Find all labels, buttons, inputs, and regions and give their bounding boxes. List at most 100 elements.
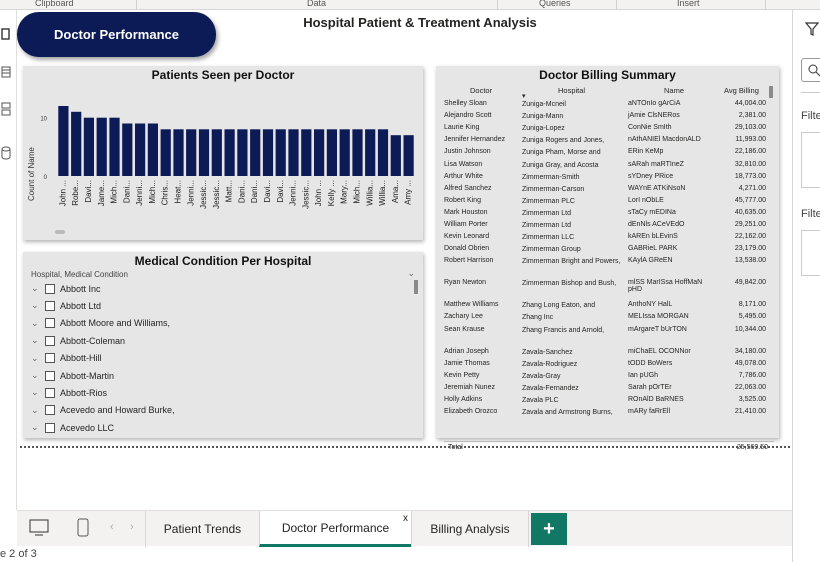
chart-bar[interactable] <box>109 117 120 176</box>
chevron-down-icon[interactable]: ⌄ <box>31 404 39 415</box>
slicer-item[interactable]: ⌄ Abbott-Hill <box>31 350 102 367</box>
slicer-checkbox[interactable] <box>45 405 55 416</box>
scroll-tabs-left-icon[interactable]: ‹ <box>110 521 114 533</box>
slicer-checkbox[interactable] <box>45 335 55 346</box>
model-view-icon[interactable] <box>1 102 13 116</box>
slicer-item[interactable]: ⌄ Acevedo and Howard Burke, <box>31 402 175 419</box>
chart-bar[interactable] <box>250 129 261 176</box>
doctor-cell: Donald Obrien <box>444 245 490 253</box>
name-cell: GABRieL PARK <box>628 245 678 253</box>
x-tick-label: Jenni... <box>186 180 195 206</box>
chevron-down-icon[interactable]: ⌄ <box>31 370 39 380</box>
chevron-down-icon[interactable]: ⌄ <box>31 352 39 363</box>
hospital-cell: Zimmerman Group <box>522 246 581 254</box>
column-header-avg-billing[interactable]: Avg Billing <box>724 86 759 95</box>
chevron-down-icon[interactable]: ⌄ <box>407 268 415 278</box>
chart-bar[interactable] <box>224 129 235 176</box>
chart-bar[interactable] <box>275 129 286 176</box>
column-header-name[interactable]: Name <box>664 86 685 95</box>
slicer-checkbox[interactable] <box>45 300 55 311</box>
add-page-button[interactable]: + <box>531 513 567 545</box>
chart-bar[interactable] <box>147 123 158 177</box>
chart-bar[interactable] <box>326 129 337 176</box>
slicer-item[interactable]: ⌄ Abbott Moore and Williams, <box>31 315 170 332</box>
chart-bar[interactable] <box>288 129 299 176</box>
filter-well[interactable] <box>801 132 820 188</box>
sort-descending-icon[interactable]: ▾ <box>522 93 526 100</box>
close-tab-icon[interactable]: x <box>403 513 408 524</box>
slicer-item[interactable]: ⌄ Abbott-Rios <box>31 384 107 401</box>
chevron-down-icon[interactable]: ⌄ <box>31 422 39 433</box>
slicer-scrollbar[interactable] <box>414 280 418 294</box>
chart-bar[interactable] <box>198 129 210 176</box>
doctor-cell: Holly Adkins <box>444 395 483 403</box>
report-view-icon[interactable] <box>1 28 13 40</box>
slicer-checkbox[interactable] <box>45 353 55 364</box>
slicer-checkbox[interactable] <box>45 283 55 294</box>
chart-bar[interactable] <box>339 129 350 176</box>
patients-per-doctor-chart[interactable]: Patients Seen per Doctor Count of Name 0… <box>23 66 423 240</box>
slicer-item[interactable]: ⌄ Acevedo LLC <box>31 419 114 436</box>
chevron-down-icon[interactable]: ⌄ <box>31 317 39 328</box>
avg-billing-cell: 23,179.00 <box>734 245 766 253</box>
chart-scrollbar[interactable] <box>55 230 65 234</box>
chevron-down-icon[interactable]: ⌄ <box>31 387 39 398</box>
chart-bar[interactable] <box>122 123 133 177</box>
chart-bar[interactable] <box>377 129 389 176</box>
filter-well[interactable] <box>801 230 820 276</box>
chart-bar[interactable] <box>71 111 82 176</box>
slicer-item[interactable]: ⌄ Abbott Ltd <box>31 297 101 314</box>
hospital-cell: Zhang Inc <box>522 314 554 322</box>
name-cell: AnthoNY HalL <box>628 301 673 309</box>
slicer-item[interactable]: ⌄ Abbott Inc <box>31 280 101 297</box>
avg-billing-cell: 32,810.00 <box>734 160 766 168</box>
table-scrollbar[interactable] <box>769 86 773 98</box>
chart-bar[interactable] <box>186 129 197 176</box>
tab-billing-analysis[interactable]: Billing Analysis <box>411 511 529 547</box>
chart-bar[interactable] <box>135 123 146 177</box>
column-header-doctor[interactable]: Doctor <box>470 86 493 95</box>
chart-bar[interactable] <box>96 117 107 176</box>
chart-bar[interactable] <box>352 129 363 176</box>
chevron-down-icon[interactable]: ⌄ <box>31 300 39 311</box>
chart-bar[interactable] <box>390 135 401 176</box>
scroll-tabs-right-icon[interactable]: › <box>130 521 134 533</box>
chevron-down-icon[interactable]: ⌄ <box>31 335 39 346</box>
slicer-checkbox[interactable] <box>45 422 55 433</box>
mobile-layout-icon[interactable] <box>77 518 89 543</box>
chart-bar[interactable] <box>58 106 69 176</box>
chart-bar[interactable] <box>83 117 94 176</box>
column-header-hospital[interactable]: Hospital <box>558 86 586 95</box>
doctor-performance-nav-button[interactable]: Doctor Performance <box>17 12 216 57</box>
chart-bar[interactable] <box>237 129 248 176</box>
search-box[interactable] <box>801 58 820 82</box>
chart-bar[interactable] <box>211 129 222 176</box>
slicer-item-label: Acevedo LLC <box>60 422 115 433</box>
avg-billing-cell: 2,381.00 <box>738 112 766 120</box>
chart-bar[interactable] <box>314 129 325 176</box>
tab-patient-trends[interactable]: Patient Trends <box>145 511 259 547</box>
x-tick-label: Heat... <box>174 180 183 204</box>
chart-bar[interactable] <box>262 129 274 176</box>
chart-bar[interactable] <box>403 135 414 176</box>
slicer-checkbox[interactable] <box>45 318 55 329</box>
dax-query-view-icon[interactable] <box>1 146 13 160</box>
doctor-cell: Jeremiah Nunez <box>444 383 495 391</box>
table-view-icon[interactable] <box>1 66 13 78</box>
tab-doctor-performance[interactable]: Doctor Performance x <box>259 511 411 547</box>
ribbon-separator <box>765 0 766 10</box>
filter-icon[interactable] <box>804 22 820 41</box>
slicer-item[interactable]: ⌄ Abbott-Coleman <box>31 332 125 349</box>
chart-bar[interactable] <box>365 129 376 176</box>
x-tick-label: Davi... <box>263 180 272 203</box>
chart-bar[interactable] <box>160 129 171 176</box>
slicer-item[interactable]: ⌄ Abbott-Martin <box>31 367 114 384</box>
desktop-layout-icon[interactable] <box>29 519 49 542</box>
x-tick-label: Jame... <box>97 180 106 206</box>
chart-bar[interactable] <box>301 129 312 176</box>
chevron-down-icon[interactable]: ⌄ <box>31 283 39 293</box>
chart-bar[interactable] <box>173 129 184 176</box>
slicer-checkbox[interactable] <box>45 370 55 381</box>
slicer-checkbox[interactable] <box>45 387 55 398</box>
name-cell: mARy faRrEll <box>628 408 671 415</box>
